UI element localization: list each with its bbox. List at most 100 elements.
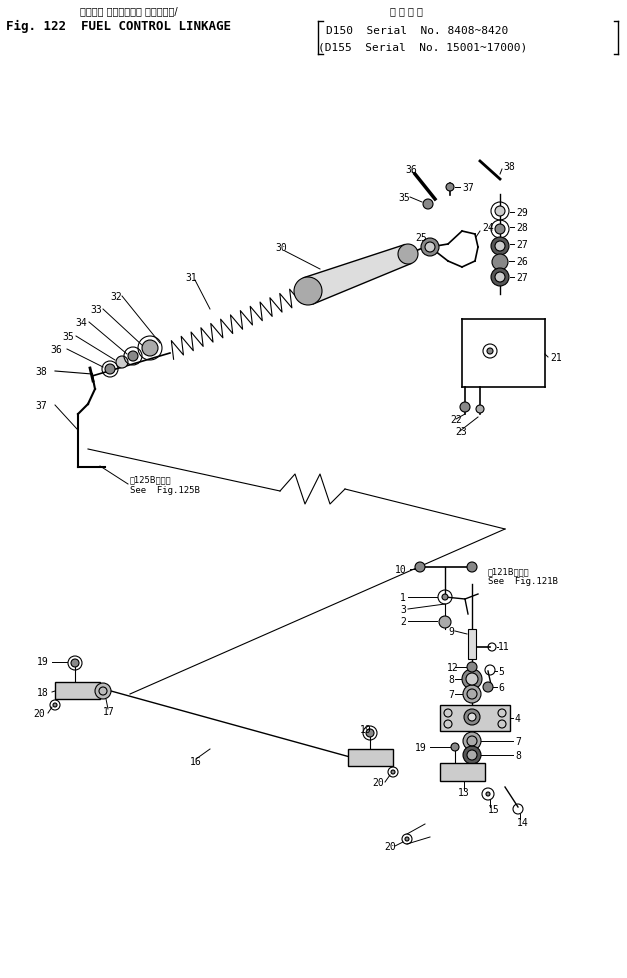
Circle shape [467, 662, 477, 672]
Text: 24: 24 [482, 223, 493, 233]
Circle shape [463, 686, 481, 703]
Circle shape [53, 703, 57, 707]
Text: 6: 6 [498, 683, 504, 692]
Text: 12: 12 [447, 662, 459, 672]
Text: 19: 19 [360, 725, 372, 734]
Polygon shape [440, 705, 510, 732]
Circle shape [425, 243, 435, 252]
Text: 19: 19 [37, 656, 49, 666]
Circle shape [495, 273, 505, 283]
Text: 13: 13 [458, 787, 470, 797]
Circle shape [464, 709, 480, 726]
Text: 第121B図参照: 第121B図参照 [488, 567, 530, 576]
Text: 14: 14 [517, 818, 529, 827]
Text: 37: 37 [35, 401, 47, 411]
Text: 15: 15 [488, 804, 500, 814]
Circle shape [463, 746, 481, 764]
Circle shape [405, 837, 409, 841]
Text: 35: 35 [398, 193, 410, 202]
Text: 1: 1 [400, 593, 406, 602]
Circle shape [463, 733, 481, 750]
Circle shape [415, 562, 425, 572]
Text: 3: 3 [400, 604, 406, 614]
Text: 23: 23 [455, 426, 466, 436]
Bar [468, 630, 476, 659]
Circle shape [495, 206, 505, 217]
Text: 9: 9 [448, 626, 454, 637]
Text: 20: 20 [384, 841, 396, 851]
Text: 31: 31 [185, 273, 197, 283]
Text: 25: 25 [415, 233, 427, 243]
Text: See  Fig.125B: See Fig.125B [130, 486, 200, 495]
Circle shape [391, 771, 395, 775]
Text: 20: 20 [372, 778, 384, 787]
Text: 第125B図参照: 第125B図参照 [130, 475, 172, 484]
Circle shape [446, 184, 454, 192]
Text: 37: 37 [462, 183, 474, 193]
Circle shape [468, 713, 476, 721]
Text: フュエル コントロール リンケージ/: フュエル コントロール リンケージ/ [80, 6, 177, 16]
Circle shape [495, 225, 505, 235]
Circle shape [421, 239, 439, 257]
Circle shape [467, 562, 477, 572]
Text: 36: 36 [405, 165, 417, 175]
Text: 7: 7 [448, 689, 454, 699]
Polygon shape [55, 683, 100, 699]
Circle shape [128, 352, 138, 362]
Text: 5: 5 [498, 666, 504, 677]
Circle shape [451, 743, 459, 751]
Circle shape [95, 684, 111, 699]
Text: 8: 8 [448, 674, 454, 685]
Circle shape [483, 683, 493, 692]
Text: 22: 22 [450, 415, 461, 424]
Circle shape [116, 357, 128, 369]
Text: 38: 38 [503, 161, 515, 172]
Circle shape [105, 365, 115, 375]
Text: 29: 29 [516, 207, 528, 218]
Polygon shape [303, 245, 411, 305]
Circle shape [487, 348, 493, 355]
Circle shape [462, 669, 482, 689]
Text: 18: 18 [37, 688, 49, 697]
Text: 4: 4 [515, 713, 521, 724]
Text: 8: 8 [515, 750, 521, 760]
Text: Fig. 122  FUEL CONTROL LINKAGE: Fig. 122 FUEL CONTROL LINKAGE [6, 20, 231, 32]
Polygon shape [348, 749, 393, 766]
Circle shape [491, 238, 509, 255]
Circle shape [492, 254, 508, 271]
Text: 11: 11 [498, 642, 510, 651]
Text: 10: 10 [395, 564, 407, 574]
Text: 16: 16 [190, 756, 202, 766]
Text: D150  Serial  No. 8408~8420: D150 Serial No. 8408~8420 [326, 26, 508, 36]
Text: 26: 26 [516, 257, 528, 267]
Text: 34: 34 [75, 318, 87, 328]
Text: (D155  Serial  No. 15001~17000): (D155 Serial No. 15001~17000) [318, 42, 527, 52]
Circle shape [495, 242, 505, 251]
Circle shape [467, 750, 477, 760]
Circle shape [491, 269, 509, 287]
Text: 27: 27 [516, 273, 528, 283]
Text: 28: 28 [516, 223, 528, 233]
Circle shape [294, 278, 322, 306]
Text: 32: 32 [110, 291, 122, 301]
Text: 35: 35 [62, 332, 74, 341]
Circle shape [71, 659, 79, 667]
Text: 適 用 号 機: 適 用 号 機 [390, 6, 423, 16]
Circle shape [476, 406, 484, 414]
Text: 17: 17 [103, 706, 115, 716]
Circle shape [423, 200, 433, 210]
Circle shape [466, 673, 478, 686]
Text: 21: 21 [550, 353, 562, 363]
Text: 27: 27 [516, 240, 528, 249]
Text: 2: 2 [400, 616, 406, 626]
Circle shape [398, 244, 418, 265]
Text: 36: 36 [50, 344, 61, 355]
Circle shape [366, 730, 374, 737]
Text: 7: 7 [515, 736, 521, 746]
Text: 38: 38 [35, 367, 47, 377]
Circle shape [439, 616, 451, 628]
Circle shape [486, 792, 490, 796]
Text: 33: 33 [90, 305, 102, 315]
Circle shape [460, 403, 470, 413]
Polygon shape [440, 763, 485, 781]
